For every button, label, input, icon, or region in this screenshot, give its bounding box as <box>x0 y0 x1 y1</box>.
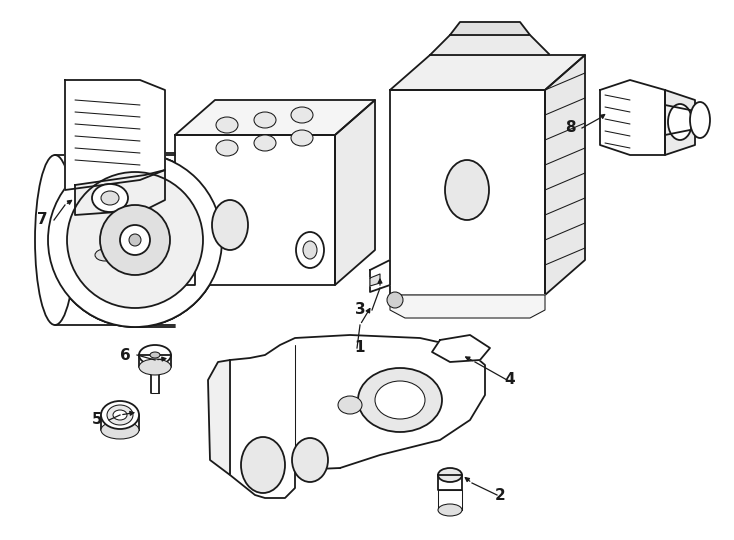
Ellipse shape <box>48 153 222 327</box>
Polygon shape <box>545 55 585 295</box>
Ellipse shape <box>212 200 248 250</box>
Ellipse shape <box>292 438 328 482</box>
Ellipse shape <box>387 292 403 308</box>
Polygon shape <box>65 80 165 190</box>
Polygon shape <box>175 265 195 285</box>
Ellipse shape <box>120 225 150 255</box>
Ellipse shape <box>358 368 442 432</box>
Ellipse shape <box>48 153 222 327</box>
Ellipse shape <box>150 352 160 358</box>
Polygon shape <box>390 90 545 295</box>
Polygon shape <box>208 360 230 475</box>
Ellipse shape <box>303 241 317 259</box>
Ellipse shape <box>101 191 119 205</box>
Polygon shape <box>430 35 550 55</box>
Polygon shape <box>370 274 380 286</box>
Polygon shape <box>175 100 375 135</box>
Text: 3: 3 <box>355 302 366 318</box>
Ellipse shape <box>216 117 238 133</box>
Ellipse shape <box>254 135 276 151</box>
Text: 2: 2 <box>495 488 506 503</box>
Polygon shape <box>390 295 545 318</box>
Ellipse shape <box>375 381 425 419</box>
Polygon shape <box>175 135 335 285</box>
Polygon shape <box>432 335 490 362</box>
Ellipse shape <box>690 102 710 138</box>
Polygon shape <box>139 355 171 367</box>
Ellipse shape <box>139 359 171 375</box>
Text: 7: 7 <box>37 213 47 227</box>
Polygon shape <box>75 170 165 215</box>
Ellipse shape <box>129 234 141 246</box>
Polygon shape <box>450 22 530 35</box>
Ellipse shape <box>67 172 203 308</box>
Polygon shape <box>438 490 462 510</box>
Polygon shape <box>390 55 585 90</box>
Polygon shape <box>665 105 700 135</box>
Polygon shape <box>370 260 390 292</box>
Text: 4: 4 <box>505 373 515 388</box>
Ellipse shape <box>254 112 276 128</box>
Ellipse shape <box>668 104 692 140</box>
Polygon shape <box>665 90 695 155</box>
Polygon shape <box>335 100 375 285</box>
Ellipse shape <box>139 345 171 365</box>
Ellipse shape <box>95 249 115 261</box>
Polygon shape <box>230 335 485 498</box>
Ellipse shape <box>241 437 285 493</box>
Ellipse shape <box>338 396 362 414</box>
Ellipse shape <box>291 130 313 146</box>
Ellipse shape <box>438 468 462 482</box>
Ellipse shape <box>101 421 139 439</box>
Ellipse shape <box>129 234 141 246</box>
Text: 5: 5 <box>92 413 102 428</box>
Polygon shape <box>600 80 665 155</box>
Ellipse shape <box>92 184 128 212</box>
Ellipse shape <box>438 504 462 516</box>
Ellipse shape <box>100 205 170 275</box>
Polygon shape <box>438 475 462 490</box>
Ellipse shape <box>107 405 133 425</box>
Ellipse shape <box>101 401 139 429</box>
Ellipse shape <box>100 205 170 275</box>
Ellipse shape <box>296 232 324 268</box>
Ellipse shape <box>216 140 238 156</box>
Ellipse shape <box>48 153 222 327</box>
Text: 8: 8 <box>564 120 575 136</box>
Ellipse shape <box>67 172 203 308</box>
Ellipse shape <box>113 410 127 420</box>
Ellipse shape <box>120 225 150 255</box>
Text: 6: 6 <box>120 348 131 362</box>
Text: 1: 1 <box>355 341 366 355</box>
Ellipse shape <box>291 107 313 123</box>
Ellipse shape <box>445 160 489 220</box>
Ellipse shape <box>35 155 75 325</box>
